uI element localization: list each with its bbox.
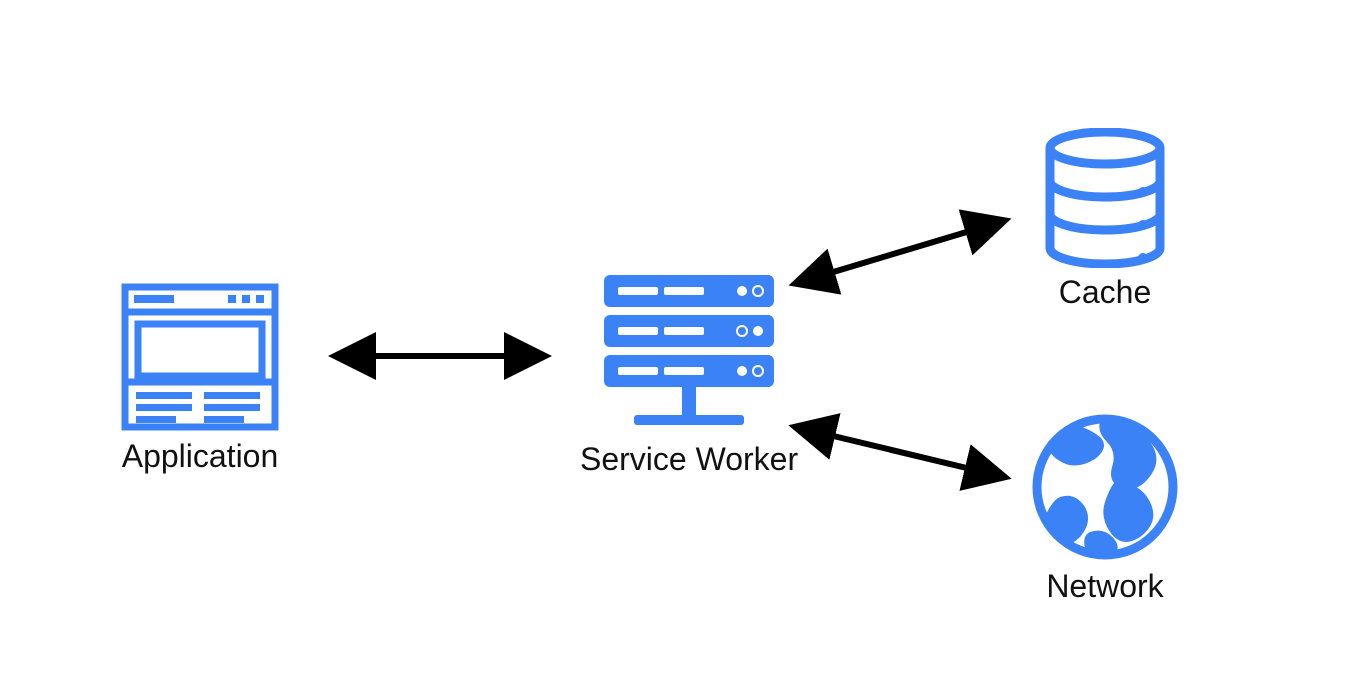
arrow-sw-network xyxy=(0,0,1358,697)
